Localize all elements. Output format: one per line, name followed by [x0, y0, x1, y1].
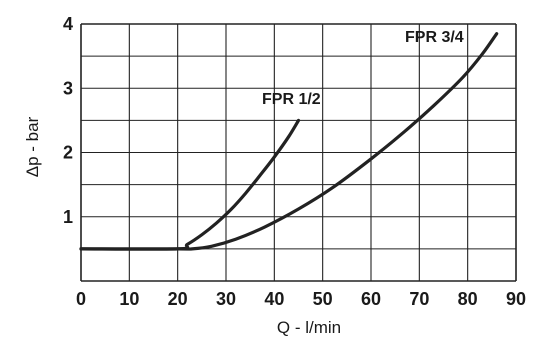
- y-tick-label: 2: [63, 143, 73, 163]
- x-tick-label: 40: [264, 289, 284, 309]
- x-tick-label: 90: [506, 289, 526, 309]
- y-tick-label: 1: [63, 207, 73, 227]
- x-tick-label: 20: [168, 289, 188, 309]
- series-label-fpr-1-2: FPR 1/2: [262, 91, 321, 108]
- series-labels: FPR 1/2 FPR 3/4: [262, 29, 464, 108]
- x-tick-label: 0: [76, 289, 86, 309]
- x-tick-label: 80: [458, 289, 478, 309]
- y-axis-label: Δp - bar: [23, 116, 42, 177]
- series-label-fpr-3-4: FPR 3/4: [405, 29, 464, 46]
- x-tick-label: 30: [216, 289, 236, 309]
- series-lines: [79, 32, 499, 251]
- x-tick-labels: 0 10 20 30 40 50 60 70 80 90: [76, 289, 526, 309]
- grid: [80, 23, 517, 282]
- x-axis-label: Q - l/min: [277, 318, 341, 337]
- x-tick-label: 10: [119, 289, 139, 309]
- y-tick-label: 3: [63, 78, 73, 98]
- x-tick-label: 70: [409, 289, 429, 309]
- series-line-fpr-3-4: [79, 32, 499, 251]
- y-tick-label: 4: [63, 14, 73, 34]
- x-tick-label: 60: [361, 289, 381, 309]
- series-line-fpr-1-2: [79, 118, 301, 251]
- y-tick-labels: 1 2 3 4: [63, 14, 73, 227]
- x-tick-label: 50: [313, 289, 333, 309]
